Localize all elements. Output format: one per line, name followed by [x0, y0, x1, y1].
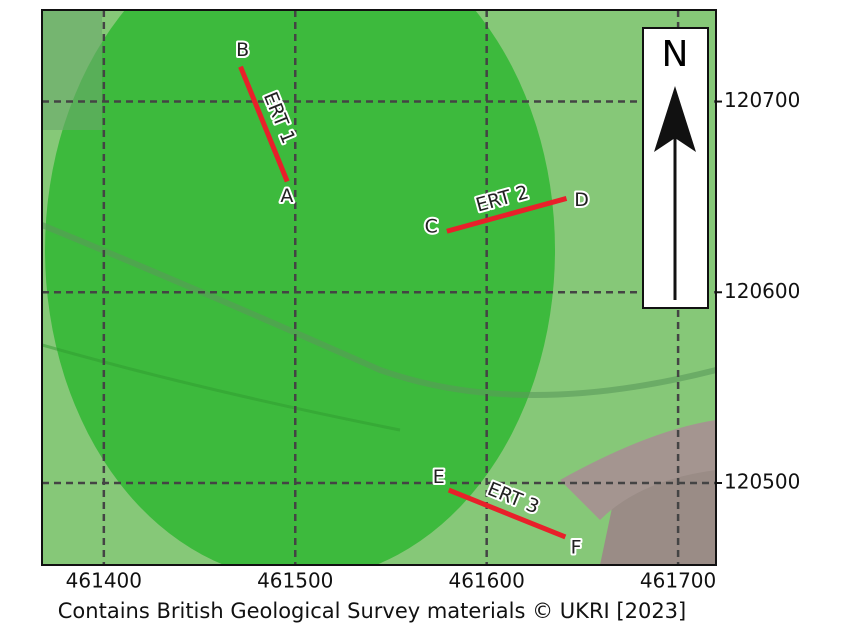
y-tick-label: 120600 — [724, 279, 800, 303]
x-tick-label: 461500 — [257, 569, 333, 593]
endpoint-label: D — [574, 189, 589, 211]
y-tick-label: 120700 — [724, 88, 800, 112]
imagery — [42, 0, 716, 580]
x-tick-label: 461400 — [66, 569, 142, 593]
x-tick-label: 461700 — [640, 569, 716, 593]
credit: Contains British Geological Survey mater… — [58, 599, 686, 623]
endpoint-label: E — [433, 466, 445, 488]
endpoint-label: F — [571, 536, 582, 558]
page: 461400 461500 461600 461700 120500 120600 1207… — [0, 0, 843, 640]
north-label: N — [662, 34, 689, 75]
endpoint-label: A — [280, 185, 293, 207]
x-tick-label: 461600 — [448, 569, 524, 593]
y-tick-label: 120500 — [724, 469, 800, 493]
map-figure: 461400 461500 461600 461700 120500 120600 1207… — [0, 0, 843, 640]
north-arrow: N — [643, 28, 708, 308]
endpoint-label: B — [236, 39, 249, 61]
endpoint-label: C — [425, 216, 438, 238]
